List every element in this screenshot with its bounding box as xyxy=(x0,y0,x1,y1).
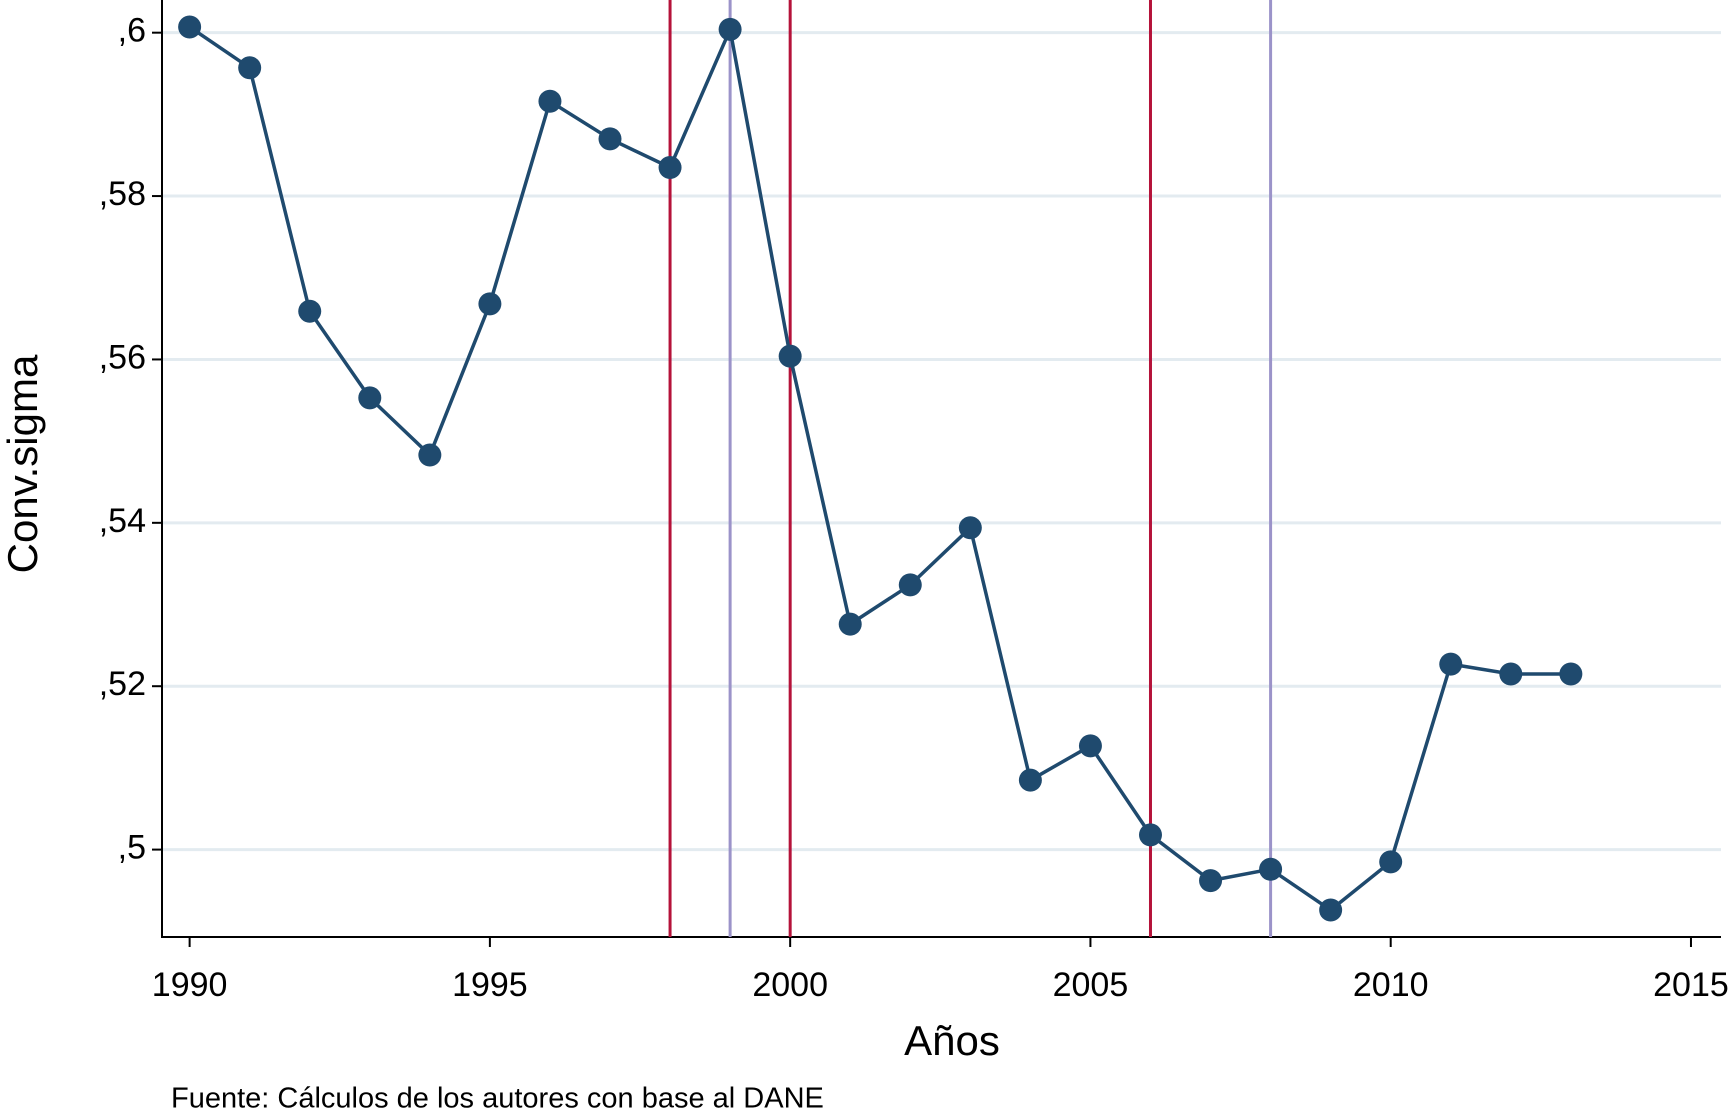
x-tick-label: 2000 xyxy=(752,966,828,1004)
data-point xyxy=(1078,734,1102,758)
y-tick-label: ,6 xyxy=(118,12,146,50)
data-point xyxy=(1559,662,1583,686)
y-tick-label: ,54 xyxy=(99,502,146,540)
y-axis-label: Conv.sigma xyxy=(0,354,46,573)
data-line xyxy=(188,23,1571,913)
x-tick-label: 2005 xyxy=(1053,966,1129,1004)
data-point xyxy=(1319,898,1343,922)
y-tick-label: ,5 xyxy=(118,829,146,867)
axes xyxy=(161,0,1721,938)
data-point xyxy=(1379,850,1403,874)
data-point xyxy=(658,155,682,179)
data-point xyxy=(178,15,202,39)
data-point xyxy=(958,516,982,540)
data-point xyxy=(1199,869,1223,893)
x-tick-label: 1990 xyxy=(152,966,228,1004)
y-tick-label: ,58 xyxy=(99,175,146,213)
data-point xyxy=(1018,768,1042,792)
data-point xyxy=(1259,857,1283,881)
source-note: Fuente: Cálculos de los autores con base… xyxy=(171,1083,824,1115)
data-point xyxy=(238,56,262,80)
data-point xyxy=(1439,652,1463,676)
data-point xyxy=(1499,662,1523,686)
data-point xyxy=(778,344,802,368)
data-point xyxy=(298,299,322,323)
data-point xyxy=(898,573,922,597)
y-tick-label: ,52 xyxy=(99,665,146,703)
x-tick-label: 2015 xyxy=(1653,966,1729,1004)
data-point xyxy=(718,17,742,41)
data-point xyxy=(538,89,562,113)
data-point xyxy=(478,292,502,316)
data-point xyxy=(358,386,382,410)
data-point xyxy=(418,443,442,467)
data-point xyxy=(1138,823,1162,847)
data-point xyxy=(838,612,862,636)
x-tick-label: 1995 xyxy=(452,966,528,1004)
data-point xyxy=(598,127,622,151)
y-tick-label: ,56 xyxy=(99,338,146,376)
x-tick-label: 2010 xyxy=(1353,966,1429,1004)
x-axis-label: Años xyxy=(904,1017,1000,1064)
